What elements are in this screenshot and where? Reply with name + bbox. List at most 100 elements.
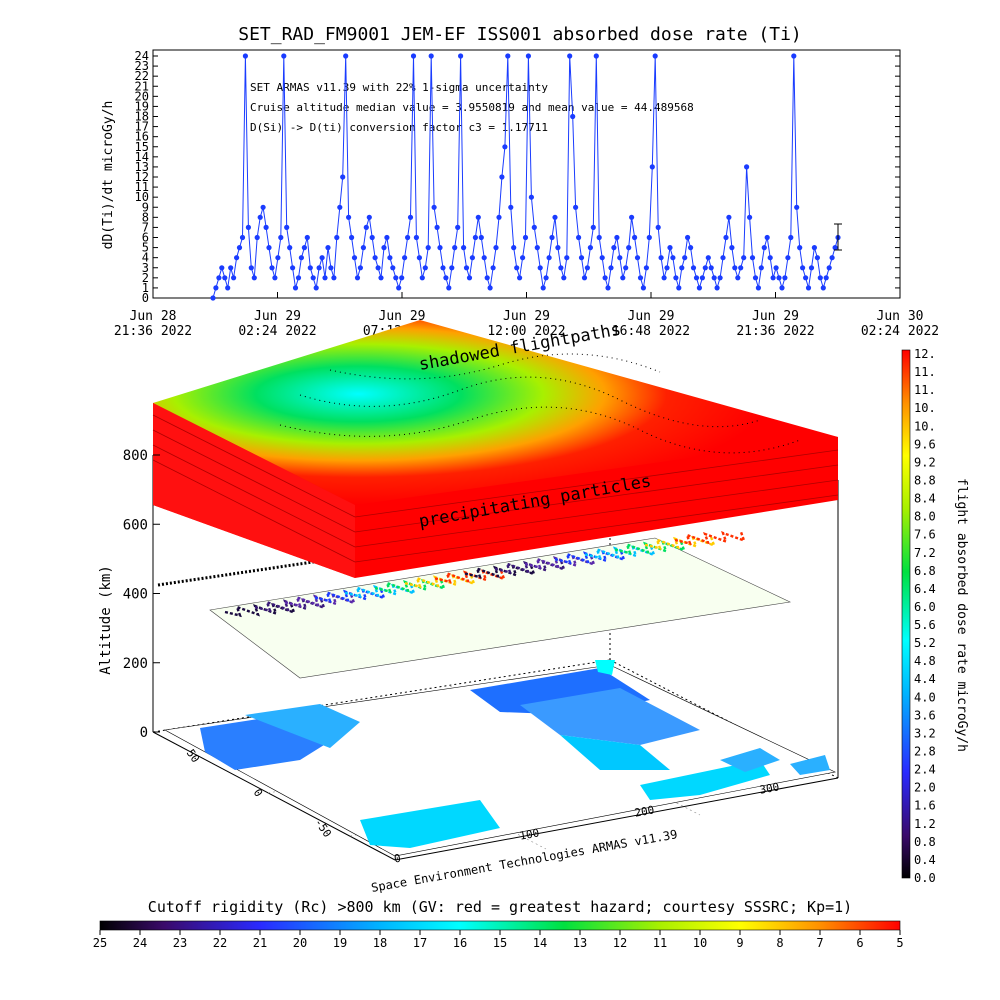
annotation-line-3: D(Si) -> D(ti) conversion factor c3 = 1.… — [250, 121, 548, 134]
longitude-tick-label: 0 — [393, 852, 402, 866]
data-point — [484, 275, 490, 281]
data-point — [525, 53, 532, 59]
right-colorbar-tick-label: 6.0 — [914, 600, 936, 614]
data-point — [384, 234, 390, 241]
data-point — [343, 53, 349, 59]
data-point — [349, 234, 355, 241]
data-point — [634, 255, 641, 261]
data-point — [779, 285, 785, 291]
data-point — [744, 164, 750, 170]
bottom-colorbar-tick-label: 8 — [776, 936, 783, 950]
data-point — [640, 285, 647, 291]
right-colorbar-tick-label: 7.6 — [914, 528, 936, 542]
data-point — [260, 204, 266, 210]
bottom-colorbar-tick-label: 23 — [173, 936, 187, 950]
data-point — [263, 224, 269, 230]
right-colorbar-tick-label: 8.4 — [914, 492, 936, 506]
data-point — [222, 275, 228, 281]
data-point — [242, 53, 248, 59]
data-point — [726, 214, 732, 220]
data-point — [552, 214, 558, 220]
y-tick-label: 20 — [135, 89, 149, 103]
data-point — [791, 53, 797, 59]
data-point — [767, 255, 773, 261]
right-colorbar-tick-label: 9.2 — [914, 455, 936, 469]
bottom-colorbar-tick-label: 18 — [373, 936, 387, 950]
data-point — [776, 275, 782, 281]
data-point — [292, 285, 299, 291]
data-point — [399, 275, 405, 281]
right-colorbar-tick-label: 4.8 — [914, 654, 936, 668]
x-tick-day: Jun 30 — [877, 309, 924, 324]
bottom-colorbar-tick-label: 21 — [253, 936, 267, 950]
data-point — [239, 234, 246, 241]
data-point — [664, 265, 670, 271]
data-point — [755, 285, 762, 291]
data-point — [298, 255, 304, 261]
data-point — [682, 255, 688, 261]
orbit-tracks — [224, 531, 746, 618]
data-point — [328, 265, 334, 271]
annotation-line-2: Cruise altitude median value = 3.9550819… — [250, 101, 694, 114]
y-tick-label: 1 — [142, 281, 149, 295]
data-point — [481, 255, 487, 261]
data-point — [540, 285, 546, 291]
y-tick-label: 7 — [142, 220, 149, 234]
data-point — [717, 275, 723, 281]
y-tick-label: 22 — [135, 69, 149, 83]
altitude-axis: 0 200 400 600 800 — [123, 448, 160, 741]
bottom-colorbar-ticks: 25 24 23 22 21 20 19 18 17 16 15 14 13 12 11 10 9 8 7 6 5 — [93, 930, 904, 950]
bottom-colorbar-fill — [99, 920, 901, 931]
data-point — [254, 234, 260, 241]
bottom-colorbar-tick-label: 25 — [93, 936, 107, 950]
data-point — [461, 245, 467, 251]
data-point — [472, 234, 478, 241]
x-tick-time: 02:24 2022 — [861, 324, 939, 339]
data-point — [693, 275, 700, 281]
data-point — [543, 275, 549, 281]
data-point — [360, 245, 366, 251]
data-point — [505, 53, 511, 59]
data-point — [440, 265, 446, 271]
x-tick-day: Jun 29 — [503, 309, 550, 324]
data-point — [287, 245, 293, 251]
data-point — [431, 204, 437, 210]
longitude-ticks: 0 100 200 300 — [393, 780, 780, 865]
data-point — [590, 224, 596, 230]
x-tick-day: Jun 28 — [130, 309, 177, 324]
data-point — [596, 234, 602, 241]
data-point — [794, 204, 800, 210]
data-point — [337, 204, 343, 210]
data-point — [752, 275, 759, 281]
y-tick-label: 19 — [135, 99, 149, 113]
map-3d-panel: shadowed flightpaths precipitating parti… — [98, 320, 839, 895]
data-point — [248, 265, 254, 271]
data-point — [284, 224, 290, 230]
data-point — [499, 174, 505, 180]
data-point — [452, 245, 458, 251]
data-point — [537, 265, 543, 271]
data-point — [800, 265, 806, 271]
data-point — [478, 234, 484, 241]
data-point — [720, 255, 726, 261]
y-tick-label: 0 — [142, 291, 149, 305]
data-point — [278, 234, 284, 241]
data-point — [475, 214, 481, 220]
data-point — [555, 245, 561, 251]
bottom-colorbar-tick-label: 11 — [653, 936, 667, 950]
bottom-colorbar-tick-label: 22 — [213, 936, 227, 950]
data-point — [617, 255, 623, 261]
data-point — [466, 275, 473, 281]
data-point — [826, 265, 832, 271]
data-point — [629, 214, 635, 220]
annotation-line-1: SET ARMAS v11.39 with 22% 1-sigma uncert… — [250, 81, 548, 94]
data-point — [378, 275, 384, 281]
right-colorbar-tick-label: 2.8 — [914, 745, 936, 759]
altitude-tick-label: 200 — [123, 656, 148, 672]
data-point — [487, 285, 493, 291]
y-tick-label: 2 — [142, 271, 149, 285]
data-point — [741, 255, 747, 261]
data-point — [581, 275, 588, 281]
data-point — [614, 234, 620, 241]
data-point — [832, 245, 838, 251]
